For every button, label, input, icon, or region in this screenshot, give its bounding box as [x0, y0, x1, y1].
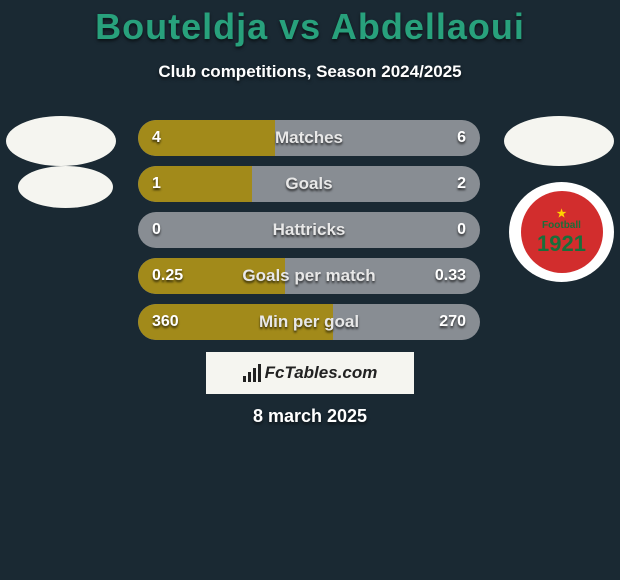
fctables-watermark: FcTables.com [206, 352, 414, 394]
metric-right-value: 0.33 [435, 258, 466, 294]
metric-right-value: 2 [457, 166, 466, 202]
metric-row-matches: 4 Matches 6 [138, 120, 480, 156]
mca-badge-inner: ★ Football 1921 [521, 191, 603, 273]
metric-right-value: 270 [439, 304, 466, 340]
star-icon: ★ [557, 209, 567, 220]
metric-label: Min per goal [138, 304, 480, 340]
page-title: Bouteldja vs Abdellaoui [0, 6, 620, 48]
player-left-badge-top [6, 116, 116, 166]
metric-label: Matches [138, 120, 480, 156]
infographic-date: 8 march 2025 [0, 406, 620, 427]
fctables-text: FcTables.com [265, 363, 378, 383]
metric-right-value: 6 [457, 120, 466, 156]
comparison-infographic: Bouteldja vs Abdellaoui Club competition… [0, 0, 620, 580]
metric-label: Goals per match [138, 258, 480, 294]
page-subtitle: Club competitions, Season 2024/2025 [0, 62, 620, 82]
metric-label: Goals [138, 166, 480, 202]
mca-text-top: Football [542, 220, 581, 231]
player-right-club-badge: ★ Football 1921 [509, 182, 614, 282]
metric-row-min-per-goal: 360 Min per goal 270 [138, 304, 480, 340]
metric-right-value: 0 [457, 212, 466, 248]
metric-row-goals-per-match: 0.25 Goals per match 0.33 [138, 258, 480, 294]
bars-icon [243, 364, 261, 382]
player-right-badge-top [504, 116, 614, 166]
metric-row-goals: 1 Goals 2 [138, 166, 480, 202]
player-left-badge-bot [18, 166, 113, 208]
metric-label: Hattricks [138, 212, 480, 248]
metric-row-hattricks: 0 Hattricks 0 [138, 212, 480, 248]
mca-year: 1921 [537, 233, 586, 255]
